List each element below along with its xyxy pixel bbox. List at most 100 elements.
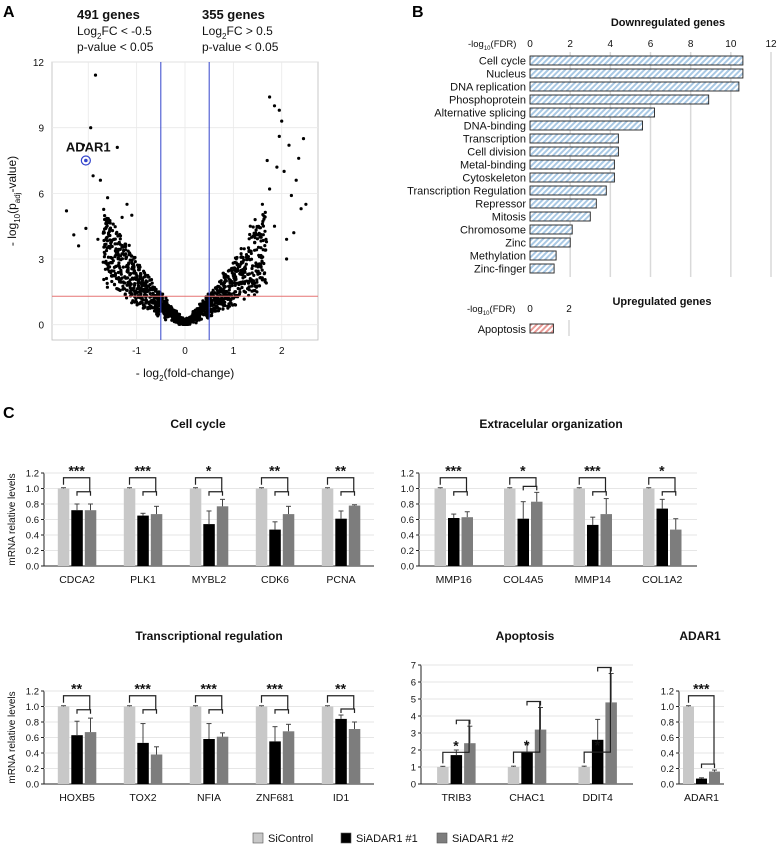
y-tick-label: 0 [411, 780, 416, 791]
down-genes-count: 491 genes [77, 7, 140, 22]
gene-point [150, 300, 154, 304]
gene-point [275, 165, 279, 169]
bar [321, 488, 334, 566]
gene-point [211, 288, 215, 292]
bar [529, 81, 740, 92]
y-tick-label: 5 [411, 695, 416, 706]
significance-bracket [442, 720, 470, 764]
bar [531, 501, 543, 566]
gene-point [181, 317, 185, 321]
bar [282, 731, 295, 784]
down-genes-threshold-part: FC < -0.5 [101, 24, 152, 38]
gene-point [263, 229, 267, 233]
significance-bracket [62, 477, 91, 492]
gene-point [112, 237, 116, 242]
gene-point [89, 126, 93, 130]
y-tick-label: 6 [38, 189, 44, 200]
gene-point [253, 218, 257, 222]
chart-title: Upregulated genes [612, 296, 711, 308]
category-label: Transcription Regulation [407, 186, 526, 198]
gene-point [260, 202, 264, 206]
gene-point [106, 255, 110, 259]
x-tick-label: 1 [231, 346, 237, 357]
gene-point [265, 158, 269, 163]
gene-point [103, 218, 107, 222]
gene-point [111, 259, 115, 263]
bar [71, 735, 83, 784]
gene-point [118, 266, 122, 270]
gene-point [241, 276, 245, 280]
gene-point [130, 292, 134, 297]
bar [529, 94, 710, 105]
category-label: MMP14 [575, 574, 611, 586]
gene-point [136, 278, 140, 282]
y-axis-label-part: 10 [13, 213, 22, 222]
y-tick-label: 1.0 [26, 702, 39, 713]
gene-point [113, 255, 117, 259]
gene-point [239, 271, 243, 275]
gene-point [261, 255, 265, 259]
gene-point [146, 288, 151, 292]
gene-point [147, 275, 151, 279]
gene-point [260, 268, 264, 272]
gene-point [247, 248, 251, 252]
gene-point [217, 285, 221, 289]
adar1-chart: ADAR1 0.0 0.2 0.4 0.6 0.8 1.0 1.2 ADAR1 *** [661, 629, 724, 804]
bar [84, 510, 97, 566]
gene-point [134, 272, 138, 276]
bar [529, 159, 615, 170]
significance-label: *** [134, 681, 151, 697]
bar [578, 767, 590, 784]
gene-point [116, 264, 120, 268]
category-label: DNA replication [450, 82, 526, 94]
gene-point [105, 281, 109, 285]
gene-point [133, 295, 137, 299]
axis-label: -log10(FDR) [467, 304, 515, 317]
y-tick-label: 9 [38, 124, 44, 135]
bar [137, 515, 149, 566]
gene-point [121, 287, 125, 291]
significance-bracket-inner [274, 709, 290, 714]
y-axis-label-part: adj [13, 192, 22, 203]
axis-label-part: (FDR) [491, 39, 517, 50]
gene-point [133, 269, 137, 273]
category-label: Apoptosis [478, 324, 527, 336]
significance-label: *** [134, 463, 151, 479]
y-tick-label: 2 [411, 746, 416, 757]
gene-point [214, 309, 219, 313]
gene-point [210, 309, 214, 313]
gene-point [255, 237, 259, 241]
gene-point [146, 300, 150, 304]
significance-bracket-inner [522, 485, 538, 491]
gene-point [136, 263, 140, 267]
gene-point [131, 288, 135, 292]
significance-label: *** [445, 463, 462, 479]
bar [189, 706, 202, 784]
gene-point [264, 240, 269, 244]
gene-point [119, 268, 123, 272]
bar [71, 510, 83, 566]
y-axis-label: mRNA relative levels [7, 473, 18, 565]
gene-point [249, 257, 254, 261]
gene-point [179, 321, 183, 325]
gene-point [261, 233, 265, 237]
axis-label: -log10(FDR) [468, 39, 516, 52]
gene-point [188, 318, 192, 322]
gene-point [261, 219, 265, 223]
gene-point [105, 235, 109, 239]
bar [696, 778, 707, 784]
gene-point [168, 307, 172, 311]
x-tick-label: 2 [279, 346, 285, 357]
gene-point [142, 269, 146, 273]
gene-point [105, 224, 109, 228]
significance-label: *** [68, 463, 85, 479]
gene-point [246, 287, 250, 291]
gene-point [254, 228, 258, 232]
gene-point [233, 260, 237, 265]
bar [587, 524, 599, 566]
up-genes-pvalue: p-value < 0.05 [202, 40, 279, 54]
gene-point [231, 303, 235, 307]
significance-bracket-inner [597, 666, 612, 672]
legend-label: SiADAR1 #1 [356, 833, 418, 845]
significance-label: *** [200, 681, 217, 697]
